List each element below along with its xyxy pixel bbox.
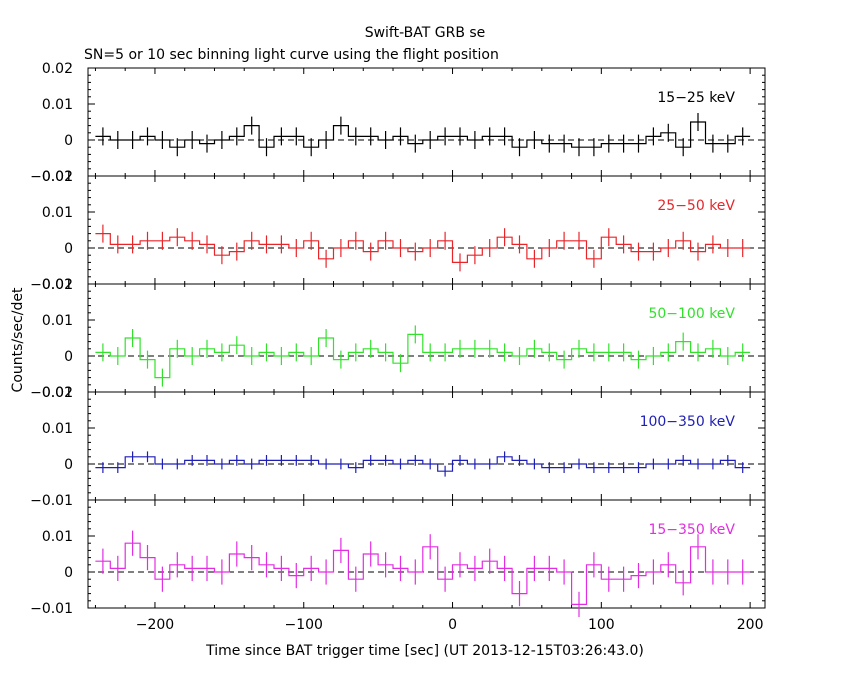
panel-frame (87, 499, 766, 609)
y-tick-label: 0.02 (42, 169, 73, 185)
band-label: 100−350 keV (640, 414, 736, 430)
x-tick-label: 200 (737, 617, 764, 633)
panels: 0.02 0.01 0 −0.01 15−25 keV 0.02 0.01 0 −0.01 25−… (30, 61, 766, 633)
x-tick-label: −100 (285, 617, 323, 633)
y-tick-label: 0 (64, 565, 73, 581)
panel-frame (87, 175, 766, 285)
panel-5: 0.01 0 −0.01 15−350 keV (30, 499, 766, 617)
y-tick-label: 0 (64, 349, 73, 365)
x-tick-label: 100 (588, 617, 615, 633)
band-label: 25−50 keV (657, 198, 735, 214)
panel-3: 0.02 0.01 0 −0.01 50−100 keV (30, 277, 766, 401)
x-tick-label: −200 (136, 617, 174, 633)
band-label: 15−25 keV (657, 90, 735, 106)
band-label: 15−350 keV (648, 522, 735, 538)
x-axis-label: Time since BAT trigger time [sec] (UT 20… (205, 643, 644, 659)
light-curve-step (95, 121, 751, 148)
panel-frame (87, 67, 766, 177)
y-tick-label: 0.01 (42, 97, 73, 113)
panel-1: 0.02 0.01 0 −0.01 15−25 keV (30, 61, 766, 185)
light-curve-step (95, 233, 751, 263)
y-tick-label: −0.01 (30, 493, 73, 509)
x-tick-label: 0 (448, 617, 457, 633)
light-curve-step (95, 333, 751, 379)
chart-title: Swift-BAT GRB se (365, 25, 486, 41)
y-tick-label: −0.01 (30, 601, 73, 617)
y-axis-label: Counts/sec/det (10, 287, 26, 392)
y-tick-label: 0.01 (42, 529, 73, 545)
y-tick-label: −0.01 (30, 277, 73, 293)
y-tick-label: 0 (64, 133, 73, 149)
y-tick-label: 0.01 (42, 205, 73, 221)
y-tick-label: 0.01 (42, 313, 73, 329)
y-tick-label: −0.01 (30, 385, 73, 401)
panel-2: 0.02 0.01 0 −0.01 25−50 keV (30, 169, 766, 293)
light-curve-step (95, 542, 751, 605)
panel-4: 0.02 0.01 0 −0.01 100−350 keV (30, 385, 766, 509)
panel-frame (87, 283, 766, 393)
y-tick-label: 0.02 (42, 277, 73, 293)
y-tick-label: 0.01 (42, 421, 73, 437)
panel-frame (87, 391, 766, 501)
y-tick-label: −0.01 (30, 169, 73, 185)
y-tick-label: 0.02 (42, 61, 73, 77)
chart-subtitle: SN=5 or 10 sec binning light curve using… (84, 47, 499, 63)
band-label: 50−100 keV (648, 306, 735, 322)
y-tick-label: 0.02 (42, 385, 73, 401)
y-tick-label: 0 (64, 457, 73, 473)
y-tick-label: 0 (64, 241, 73, 257)
